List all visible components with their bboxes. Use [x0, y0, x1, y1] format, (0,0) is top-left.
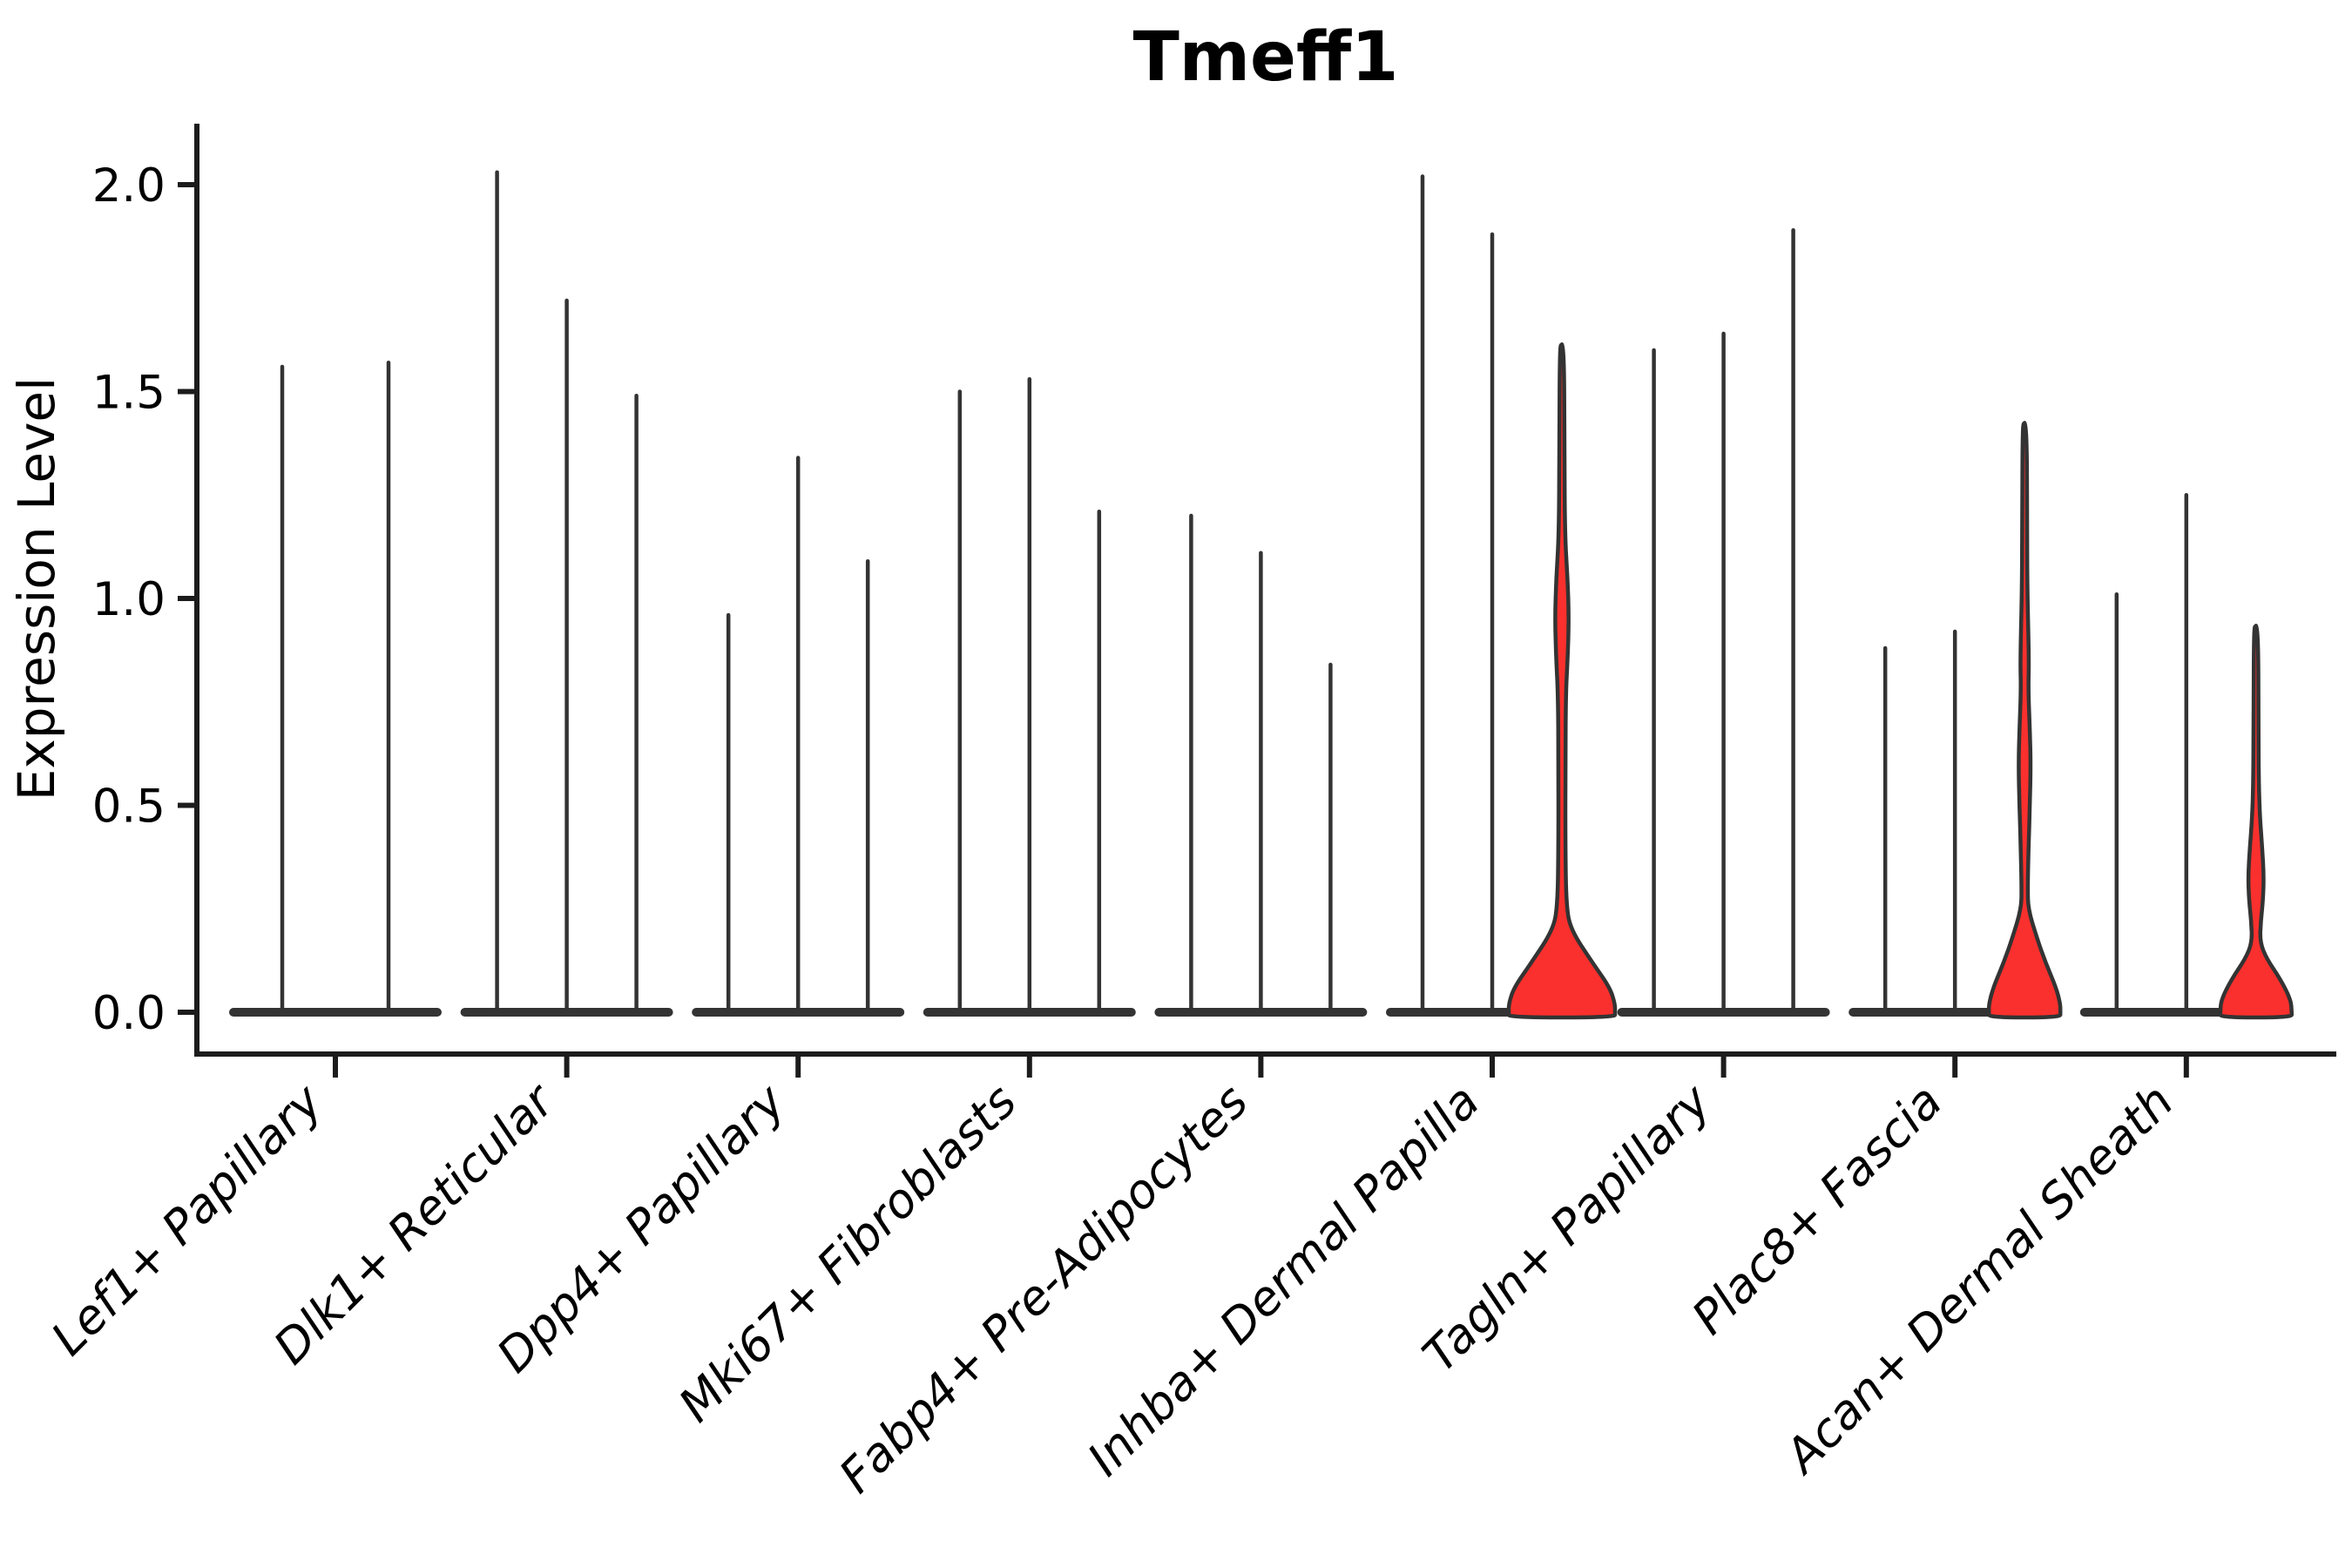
chart-title: Tmeff1: [1133, 18, 1399, 97]
violin-base-strip: [460, 1008, 673, 1017]
x-tick-label: Plac8+ Fascia: [1681, 1074, 1952, 1345]
y-tick-label: 0.5: [92, 781, 166, 834]
y-tick-label: 1.0: [92, 573, 166, 626]
x-tick-label: Acan+ Dermal Sheath: [1773, 1074, 2184, 1485]
violin-base-strip: [923, 1008, 1136, 1017]
violin-filled: [1986, 421, 2063, 1020]
violin-base-strip: [692, 1008, 905, 1017]
violin-base-strip: [1617, 1008, 1830, 1017]
violin-base-strip: [229, 1008, 442, 1017]
y-tick-label: 0.0: [92, 987, 166, 1040]
violin-filled: [1506, 342, 1618, 1020]
violin-base-strip: [1154, 1008, 1368, 1017]
x-tick-label: Fabp4+ Pre-Adipocytes: [828, 1074, 1258, 1504]
x-tick-label: Inhba+ Dermal Papilla: [1077, 1074, 1490, 1487]
violin-filled: [2218, 624, 2295, 1020]
y-axis-label: Expression Level: [7, 377, 66, 801]
y-tick-label: 2.0: [92, 159, 166, 213]
y-tick-label: 1.5: [92, 367, 166, 420]
